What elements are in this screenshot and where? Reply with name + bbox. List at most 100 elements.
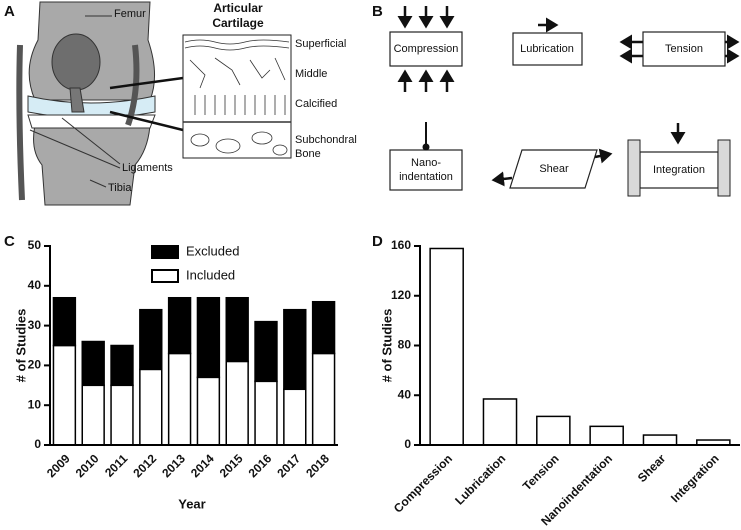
cartilage-title: Cartilage	[212, 16, 264, 30]
bar-segment	[254, 380, 278, 446]
y-tick-label: 80	[398, 338, 412, 352]
side-block	[627, 139, 641, 197]
bar-segment	[167, 352, 192, 446]
bar-segment	[283, 308, 307, 391]
leader-line	[89, 179, 107, 188]
y-tick-label: 10	[28, 397, 42, 411]
x-tick-label: 2009	[44, 451, 73, 480]
test-label: Tension	[665, 43, 703, 55]
bar	[642, 434, 678, 446]
x-tick-label: Lubrication	[452, 451, 508, 507]
x-tick-label: 2011	[102, 451, 131, 480]
y-tick-label: 30	[28, 318, 42, 332]
indenter-tip	[422, 143, 430, 151]
ligament-shape	[16, 44, 25, 201]
x-tick-label: Shear	[635, 451, 669, 485]
x-axis-label: Year	[178, 496, 205, 511]
x-tick-label: Tension	[520, 451, 562, 493]
cartilage-texture	[183, 39, 291, 156]
side-block	[717, 139, 731, 197]
bar-segment	[311, 300, 336, 355]
y-tick-label: 50	[28, 238, 42, 252]
bar	[536, 415, 571, 446]
label: Femur	[114, 8, 146, 20]
test-box	[389, 31, 463, 67]
arrow	[491, 171, 513, 187]
bar-segment	[110, 344, 134, 387]
panel-a: A Femur Ligaments Tibia Articular Cartil…	[4, 1, 357, 206]
bar-segment	[311, 352, 336, 446]
bar-segment	[283, 388, 307, 446]
y-tick-label: 0	[34, 437, 41, 451]
arrow	[594, 148, 613, 164]
bar-segment	[254, 320, 278, 383]
x-tick-label: 2014	[188, 451, 217, 480]
bar-segment	[81, 340, 105, 387]
y-tick-label: 40	[28, 278, 42, 292]
bar-segment	[225, 296, 249, 363]
x-tick-label: Integration	[668, 451, 722, 505]
zone-label: Subchondral	[295, 134, 357, 146]
test-label: Shear	[539, 163, 569, 175]
x-tick-label: Compression	[391, 451, 455, 515]
x-tick-label: 2010	[73, 451, 102, 480]
y-axis-label: # of Studies	[379, 309, 394, 383]
zone-label: Calcified	[295, 98, 337, 110]
zone-label: Middle	[295, 68, 327, 80]
bar-segment	[52, 344, 77, 446]
leader-line	[61, 117, 121, 165]
test-box	[389, 149, 463, 191]
cartilage-title: Articular	[213, 1, 263, 15]
x-tick-label: 2017	[274, 451, 303, 480]
bar	[589, 425, 624, 446]
test-label: Lubrication	[520, 43, 574, 55]
bar-segment	[196, 376, 221, 446]
zoom-line	[109, 76, 184, 90]
label: Ligaments	[122, 162, 173, 174]
bar-segment	[52, 296, 77, 347]
bar-segment	[81, 384, 105, 446]
bar-segment	[225, 360, 249, 446]
x-tick-label: 2018	[303, 451, 332, 480]
zoom-line	[109, 110, 184, 132]
y-tick-label: 120	[391, 288, 411, 302]
y-axis-label: # of Studies	[13, 309, 28, 383]
test-box	[512, 32, 583, 66]
x-tick-label: 2013	[159, 451, 188, 480]
x-tick-label: 2015	[217, 451, 246, 480]
panel-label: B	[372, 3, 383, 20]
bar-segment	[167, 296, 192, 355]
test-label: Nano-	[411, 157, 441, 169]
test-box	[509, 149, 598, 189]
meniscus-shape	[27, 114, 156, 129]
zone-label: Bone	[295, 148, 321, 160]
panel-label: C	[4, 233, 15, 250]
x-tick-label: 2016	[246, 451, 275, 480]
y-tick-label: 0	[404, 437, 411, 451]
test-label: Compression	[394, 43, 459, 55]
legend-swatch	[151, 269, 179, 283]
y-tick-label: 40	[398, 387, 412, 401]
panel-label: D	[372, 233, 383, 250]
bar-segment	[139, 308, 163, 371]
cartilage-box	[182, 34, 292, 159]
test-box	[642, 31, 726, 67]
legend-label: Included	[186, 267, 235, 282]
x-tick-label: 2012	[130, 451, 159, 480]
test-label: Integration	[653, 164, 705, 176]
bar	[429, 247, 464, 446]
tibia-shape	[33, 124, 151, 206]
panel-b: B Compression Lubrication Tension Nano- …	[372, 3, 740, 197]
ligament-shape	[69, 87, 85, 113]
charts: C # of Studies Year 0 10 20 30 40 50 2009 2010 2011…	[4, 233, 740, 528]
bar-segment	[196, 296, 221, 379]
y-tick-label: 160	[391, 238, 411, 252]
test-label: indentation	[399, 171, 453, 183]
label: Tibia	[108, 182, 132, 194]
bar-segment	[110, 384, 134, 446]
zone-label: Superficial	[295, 38, 346, 50]
patella-shape	[51, 33, 101, 91]
legend-label: Excluded	[186, 243, 239, 258]
panel-label: A	[4, 3, 15, 20]
